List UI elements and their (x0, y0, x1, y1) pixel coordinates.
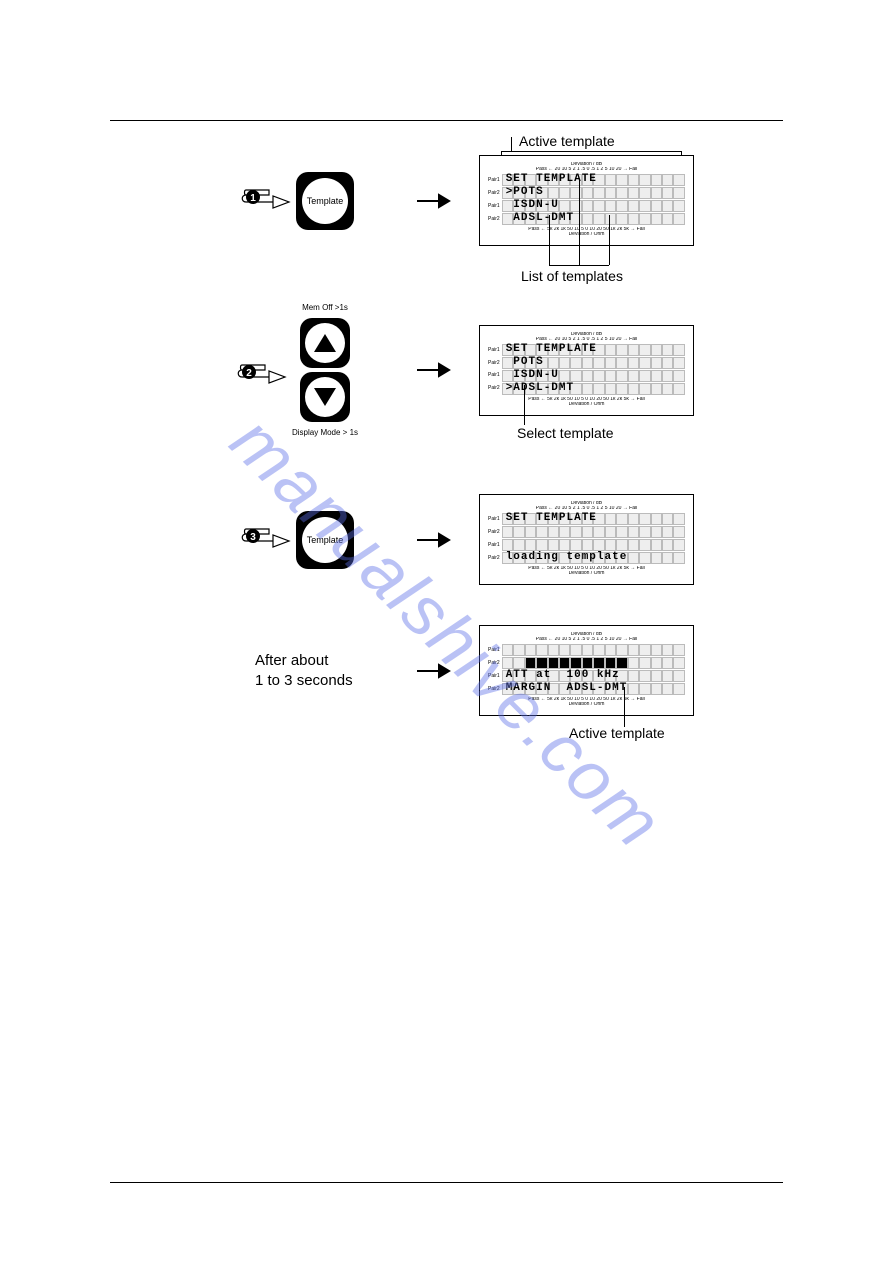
step-2-controls: Mem Off >1s 2 Display Mode > 1s (255, 301, 395, 439)
lcd-row: loading template (502, 552, 685, 564)
lcd-row: SET TEMPLATE (502, 513, 685, 525)
step4-line2: 1 to 3 seconds (255, 671, 390, 691)
side-labels: Pair1 Pair2 Pair1 Pair2 (488, 344, 502, 395)
annotation-list-of-templates: List of templates (521, 268, 623, 284)
lcd-rows: SET TEMPLATE POTS ISDN-U >ADSL-DMT (502, 344, 685, 395)
template-button-label: Template (302, 517, 348, 563)
display-mode-label: Display Mode > 1s (292, 428, 358, 437)
callout-line (524, 385, 525, 425)
page: 1 Template Active template Deviation / d… (0, 0, 893, 1263)
lcd-row: ISDN-U (502, 370, 685, 382)
up-button[interactable] (300, 318, 350, 368)
lcd-rows: ATT at 100 kHz MARGIN ADSL-DMT (502, 644, 685, 695)
lcd-row (502, 644, 685, 656)
lcd-row: >POTS (502, 187, 685, 199)
header-rule (110, 120, 783, 121)
triangle-up-icon (314, 334, 336, 352)
callout-line (549, 215, 550, 265)
lcd-panel-4: Deviation / dB Pass ← 20 10 5 2 1 .5 0 .… (479, 625, 694, 716)
annotation-active-template-bottom: Active template (569, 725, 665, 741)
scale-ticks: Pass ← 20 10 5 2 1 .5 0 .5 1 2 5 10 20 →… (488, 337, 685, 342)
down-button[interactable] (300, 372, 350, 422)
annotation-select-template: Select template (517, 425, 614, 441)
lcd-row: >ADSL-DMT (502, 383, 685, 395)
mem-off-label: Mem Off >1s (302, 303, 348, 312)
lcd-row: ISDN-U (502, 200, 685, 212)
side-labels: Pair1 Pair2 Pair1 Pair2 (488, 644, 502, 695)
svg-text:2: 2 (246, 368, 252, 379)
hand-press-icon: 1 (241, 180, 306, 222)
callout-line (579, 180, 580, 265)
lcd-row: POTS (502, 357, 685, 369)
svg-text:1: 1 (250, 193, 256, 204)
lcd-row: SET TEMPLATE (502, 174, 685, 186)
arrow-icon (415, 661, 459, 681)
lcd-row (502, 657, 685, 669)
annotation-active-template-top: Active template (519, 133, 615, 149)
step-3-controls: 3 Template (255, 511, 395, 569)
lcd-panel-3: Deviation / dB Pass ← 20 10 5 2 1 .5 0 .… (479, 494, 694, 585)
step-4-text: After about 1 to 3 seconds (255, 651, 395, 690)
lcd-panel-2: Deviation / dB Pass ← 20 10 5 2 1 .5 0 .… (479, 325, 694, 416)
scale-ticks: Pass ← 20 10 5 2 1 .5 0 .5 1 2 5 10 20 →… (488, 506, 685, 511)
step-2: Mem Off >1s 2 Display Mode > 1s Deviatio… (90, 301, 803, 439)
lcd-row (502, 526, 685, 538)
callout-line (549, 265, 609, 266)
step4-line1: After about (255, 651, 390, 671)
template-button-label: Template (302, 178, 348, 224)
callout-line (609, 215, 610, 265)
lcd-panel-1: Deviation / dB Pass ← 20 10 5 2 1 .5 0 .… (479, 155, 694, 246)
scale-label: Deviation / Ohm (488, 402, 685, 407)
scale-label: Deviation / Ohm (488, 571, 685, 576)
callout-line (511, 137, 512, 151)
lcd-row: ATT at 100 kHz (502, 670, 685, 682)
scale-ticks: Pass ← 20 10 5 2 1 .5 0 .5 1 2 5 10 20 →… (488, 167, 685, 172)
lcd-rows: SET TEMPLATE >POTS ISDN-U ADSL-DMT (502, 174, 685, 225)
scale-label: Deviation / Ohm (488, 232, 685, 237)
scale-ticks: Pass ← 20 10 5 2 1 .5 0 .5 1 2 5 10 20 →… (488, 637, 685, 642)
side-labels: Pair1 Pair2 Pair1 Pair2 (488, 174, 502, 225)
lcd-row (502, 539, 685, 551)
step-3: 3 Template Deviation / dB Pass ← 20 10 5… (90, 494, 803, 585)
scale-label: Deviation / Ohm (488, 702, 685, 707)
step-1-controls: 1 Template (255, 172, 395, 230)
triangle-down-icon (314, 388, 336, 406)
lcd-row: SET TEMPLATE (502, 344, 685, 356)
hand-press-icon: 2 (237, 355, 302, 397)
lcd-row: MARGIN ADSL-DMT (502, 683, 685, 695)
callout-line (624, 687, 625, 727)
lcd-rows: SET TEMPLATE loading template (502, 513, 685, 564)
arrow-icon (415, 191, 459, 211)
footer-rule (110, 1182, 783, 1183)
side-labels: Pair1 Pair2 Pair1 Pair2 (488, 513, 502, 564)
lcd-row: ADSL-DMT (502, 213, 685, 225)
callout-line (501, 151, 681, 152)
step-1: 1 Template Active template Deviation / d… (90, 155, 803, 246)
arrow-icon (415, 530, 459, 550)
hand-press-icon: 3 (241, 519, 306, 561)
step-4: After about 1 to 3 seconds Deviation / d… (90, 625, 803, 716)
svg-text:3: 3 (250, 532, 256, 543)
arrow-icon (415, 360, 459, 380)
